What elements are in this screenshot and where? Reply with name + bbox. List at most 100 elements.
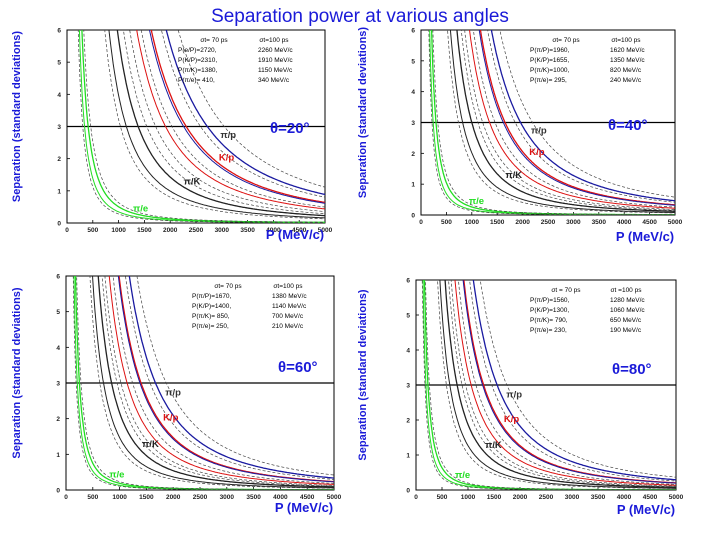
curve-label: K/p (529, 147, 545, 158)
x-tick-label: 5000 (318, 227, 333, 234)
legend-row-100: 1140 MeV/c (272, 303, 307, 310)
y-tick-label: 6 (406, 278, 410, 285)
legend-header-70: σt= 70 ps (200, 37, 228, 44)
curve-group (421, 280, 676, 490)
series-curve-100ps (439, 280, 676, 489)
legend-row-70: P(K/P)=2310, (178, 57, 217, 64)
x-tick-label: 4000 (266, 227, 281, 234)
series-ref-dashed (83, 30, 325, 223)
series-ref-dashed (177, 30, 325, 188)
x-tick-label: 500 (87, 494, 98, 501)
series-ref-dashed (104, 30, 325, 220)
series-ref-dashed (469, 280, 676, 482)
x-tick-label: 3500 (240, 227, 255, 234)
x-tick-label: 0 (64, 494, 68, 501)
x-tick-label: 3500 (246, 494, 261, 501)
x-tick-label: 1000 (112, 494, 127, 501)
legend-header-100: σt=100 ps (259, 37, 289, 44)
x-tick-label: 2000 (166, 494, 181, 501)
legend-row-100: 1150 MeV/c (258, 67, 293, 74)
chart-svg-4: 0 500 1000 1500 2000 2500 3000 3500 4000 4500 5000… (357, 278, 684, 518)
y-tick-label: 3 (57, 124, 61, 131)
series-curve-100ps (92, 276, 334, 489)
y-tick-label: 1 (57, 188, 61, 195)
y-tick-label: 2 (406, 418, 410, 425)
slide-title: Separation power at various angles (211, 6, 509, 27)
y-tick-label: 1 (56, 452, 60, 459)
x-axis-label: P (MeV/c) (617, 502, 675, 517)
legend-header-100: σt=100 ps (273, 283, 303, 290)
series-curve-100ps (478, 30, 675, 206)
series-curve-70ps (97, 276, 334, 488)
series-curve-70ps (472, 280, 676, 481)
x-tick-label: 2000 (163, 227, 178, 234)
legend-row-100: 240 MeV/c (610, 77, 642, 84)
series-ref-dashed (437, 280, 676, 489)
x-tick-label: 4500 (642, 219, 657, 226)
legend-row-100: 1060 MeV/c (610, 307, 645, 314)
series-ref-dashed (104, 276, 334, 486)
legend-row-70: P(π/K)= 850, (192, 313, 230, 320)
curve-label: π/p (220, 130, 236, 141)
x-tick-label: 0 (414, 494, 418, 501)
legend-row-100: 2260 MeV/c (258, 47, 293, 54)
series-curve-70ps (490, 30, 675, 202)
chart-panel-4: 0 500 1000 1500 2000 2500 3000 3500 4000 4500 5000… (346, 268, 686, 518)
curve-label: π/e (469, 196, 484, 207)
curve-label: π/e (109, 470, 124, 481)
chart-svg-2: 0 500 1000 1500 2000 2500 3000 3500 4000 4500 5000… (357, 27, 683, 244)
legend-row-100: 820 MeV/c (610, 67, 642, 74)
series-curve-100ps (136, 30, 325, 210)
series-curve-100ps (454, 280, 676, 486)
legend-row-70: P(π/K)= 790, (530, 317, 568, 324)
y-tick-label: 6 (56, 274, 60, 281)
y-axis-label: Separation (standard deviations) (357, 289, 369, 460)
curve-group (77, 30, 325, 223)
series-ref-dashed (140, 30, 325, 208)
legend-header-70: σt = 70 ps (551, 287, 581, 294)
legend-header-100: σt =100 ps (611, 287, 643, 294)
curve-label: π/K (505, 170, 522, 181)
series-curve-70ps (128, 276, 334, 479)
series-curve-100ps (78, 30, 325, 223)
curve-label: π/p (531, 125, 547, 136)
x-tick-label: 3000 (565, 494, 580, 501)
angle-label: θ=80° (612, 361, 652, 378)
series-ref-dashed (425, 280, 676, 490)
series-ref-dashed (458, 280, 676, 485)
y-tick-label: 0 (406, 488, 410, 495)
curve-label: π/p (165, 387, 181, 398)
y-tick-label: 4 (56, 345, 60, 352)
x-tick-label: 5000 (327, 494, 342, 501)
series-curve-100ps (148, 30, 325, 204)
chart-panel-1: 0 500 1000 1500 2000 2500 3000 3500 4000 4500 5000… (0, 18, 340, 243)
y-tick-label: 2 (57, 156, 61, 163)
series-ref-dashed (89, 276, 334, 489)
x-tick-label: 4500 (292, 227, 307, 234)
x-axis-label: P (MeV/c) (616, 229, 674, 244)
curve-label: K/p (219, 152, 235, 163)
series-ref-dashed (421, 280, 676, 490)
x-tick-label: 1000 (465, 219, 480, 226)
x-tick-label: 2000 (515, 219, 530, 226)
legend-row-100: 1350 MeV/c (610, 57, 645, 64)
y-tick-label: 1 (406, 453, 410, 460)
series-curve-70ps (456, 30, 675, 212)
series-ref-dashed (487, 30, 675, 203)
x-axis-label: P (MeV/c) (266, 227, 324, 242)
y-tick-label: 6 (411, 28, 415, 35)
y-tick-label: 4 (57, 92, 61, 99)
legend-header-100: σt=100 ps (611, 37, 641, 44)
chart-panel-3: 0 500 1000 1500 2000 2500 3000 3500 4000 4500 5000… (0, 268, 342, 518)
legend-header-70: σt= 70 ps (214, 283, 242, 290)
series-ref-dashed (161, 30, 325, 198)
y-tick-label: 5 (411, 58, 415, 65)
series-ref-dashed (428, 30, 675, 215)
y-tick-label: 3 (411, 120, 415, 127)
legend-row-70: P(K/P)=1300, (530, 307, 569, 314)
legend-row-100: 1380 MeV/c (272, 293, 307, 300)
x-tick-label: 1000 (461, 494, 476, 501)
x-tick-label: 2000 (513, 494, 528, 501)
series-curve-100ps (469, 30, 675, 209)
curve-label: π/e (455, 470, 470, 481)
